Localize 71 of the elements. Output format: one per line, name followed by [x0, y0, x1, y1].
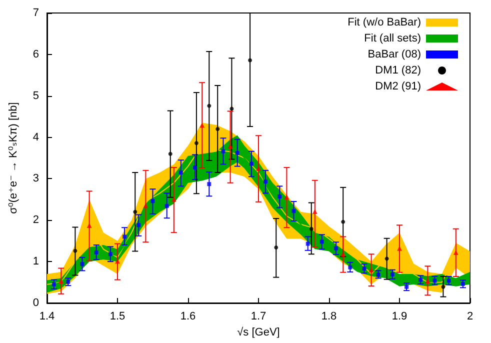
point [194, 141, 198, 146]
point [404, 284, 409, 289]
legend-label: Fit (all sets) [364, 32, 421, 44]
y-tick-label: 4 [32, 131, 39, 144]
point [66, 280, 70, 284]
point [309, 226, 314, 231]
point [446, 278, 451, 283]
point [200, 122, 205, 128]
legend-label: DM2 (91) [375, 80, 421, 92]
point [221, 149, 226, 154]
point [164, 204, 169, 208]
y-tick-label: 5 [32, 90, 39, 102]
point [274, 245, 278, 250]
point [235, 151, 240, 156]
point [52, 282, 56, 286]
point [86, 223, 92, 228]
x-tick-label: 1.5 [110, 310, 126, 322]
point [150, 199, 155, 204]
point [278, 194, 282, 199]
y-axis-title: σ⁰(e⁺e⁻ → K⁰ₛKπ) [nb] [8, 102, 20, 214]
point [341, 220, 346, 224]
point [320, 240, 324, 244]
point [133, 210, 138, 214]
point [168, 152, 172, 156]
point [418, 278, 423, 282]
point [432, 278, 437, 283]
point [73, 248, 78, 253]
point [376, 272, 380, 277]
point [171, 196, 176, 202]
point [108, 252, 112, 256]
legend-label: Fit (w/o BaBar) [348, 16, 421, 28]
x-axis-title: √s [GeV] [237, 326, 280, 338]
point [249, 162, 254, 166]
point [248, 58, 252, 62]
y-tick-label: 3 [32, 172, 39, 185]
x-tick-label: 1.4 [39, 310, 55, 322]
x-tick-label: 1.7 [250, 310, 266, 322]
x-tick-label: 1.9 [392, 310, 408, 322]
point [384, 256, 389, 261]
x-tick-label: 2 [466, 310, 474, 322]
point [136, 223, 141, 228]
legend-label: BaBar (08) [368, 48, 421, 60]
point [292, 209, 296, 214]
point [362, 266, 366, 271]
point [460, 282, 465, 286]
point [230, 106, 234, 111]
point [390, 272, 394, 276]
point [122, 234, 127, 239]
y-tick-label: 1 [32, 256, 39, 268]
y-tick-label: 0 [32, 297, 39, 309]
x-tick-label: 1.8 [321, 310, 337, 322]
point [306, 242, 310, 246]
point [143, 203, 148, 208]
point [193, 166, 198, 170]
point [207, 182, 212, 186]
point [58, 278, 64, 284]
y-tick-label: 6 [32, 48, 39, 60]
point [264, 180, 268, 184]
point [441, 284, 446, 289]
legend-label: DM1 (82) [375, 64, 421, 76]
point [207, 104, 212, 108]
point [348, 265, 352, 270]
point [216, 127, 220, 131]
point [178, 170, 183, 174]
point [94, 250, 98, 254]
y-tick-label: 7 [32, 7, 39, 19]
point [334, 246, 338, 250]
point [425, 278, 430, 284]
y-tick-label: 2 [32, 214, 39, 226]
x-tick-label: 1.6 [180, 310, 196, 322]
point [80, 262, 84, 266]
